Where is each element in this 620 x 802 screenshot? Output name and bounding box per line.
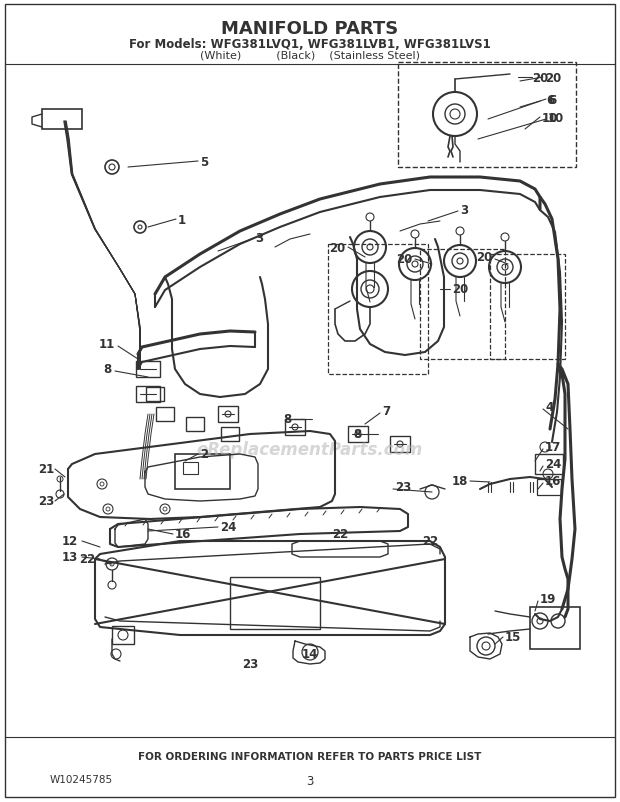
Text: 22: 22 [332, 528, 348, 541]
Text: 8: 8 [284, 413, 292, 426]
Text: 23: 23 [38, 495, 55, 508]
Text: 12: 12 [62, 535, 78, 548]
Bar [112, 626, 134, 644]
Text: 3: 3 [460, 203, 468, 217]
Bar [328, 245, 428, 375]
Text: MANIFOLD PARTS: MANIFOLD PARTS [221, 20, 399, 38]
Text: 20: 20 [476, 251, 492, 264]
Bar [537, 480, 561, 496]
Bar [221, 427, 239, 441]
Bar [348, 427, 368, 443]
Text: 20: 20 [452, 283, 468, 296]
Text: 16: 16 [175, 528, 192, 541]
Text: 10: 10 [542, 111, 558, 124]
Text: 6: 6 [546, 93, 554, 107]
Bar [390, 436, 410, 452]
Text: (White)          (Black)    (Stainless Steel): (White) (Black) (Stainless Steel) [200, 50, 420, 60]
Text: FOR ORDERING INFORMATION REFER TO PARTS PRICE LIST: FOR ORDERING INFORMATION REFER TO PARTS … [138, 751, 482, 761]
Bar [285, 419, 305, 435]
Bar [186, 418, 204, 431]
Text: 8: 8 [104, 363, 112, 376]
Text: 1: 1 [178, 213, 186, 226]
Bar [218, 407, 238, 423]
Text: 7: 7 [382, 405, 390, 418]
Text: 13: 13 [62, 551, 78, 564]
Text: eReplacementParts.com: eReplacementParts.com [197, 440, 423, 459]
Text: 20: 20 [396, 253, 412, 266]
Text: 4: 4 [545, 401, 553, 414]
Text: 5: 5 [200, 156, 208, 168]
Text: 3: 3 [306, 774, 314, 787]
Bar [42, 110, 82, 130]
Text: 19: 19 [540, 593, 556, 606]
Bar [156, 407, 174, 422]
Text: 20: 20 [545, 71, 561, 84]
Text: 20: 20 [532, 71, 548, 84]
Bar [136, 387, 160, 403]
Bar [398, 63, 576, 168]
Text: 21: 21 [38, 463, 55, 476]
Text: 24: 24 [545, 458, 561, 471]
Text: 16: 16 [545, 475, 561, 488]
Text: 6: 6 [548, 93, 556, 107]
Text: 8: 8 [354, 428, 362, 441]
Bar [230, 577, 320, 630]
Bar [420, 249, 505, 359]
Text: 11: 11 [99, 338, 115, 351]
Text: W10245785: W10245785 [50, 774, 113, 784]
Bar [146, 387, 164, 402]
Bar [175, 455, 230, 489]
Text: 20: 20 [329, 241, 345, 254]
Text: 23: 23 [242, 657, 258, 670]
Text: 24: 24 [220, 520, 236, 534]
Bar [530, 607, 580, 649]
Bar [136, 362, 160, 378]
Text: 10: 10 [548, 111, 564, 124]
Text: 22: 22 [79, 553, 95, 565]
Bar [490, 255, 565, 359]
Text: 15: 15 [505, 630, 521, 644]
Text: 2: 2 [200, 448, 208, 461]
Bar [183, 463, 198, 475]
Text: 18: 18 [451, 475, 468, 488]
Text: 22: 22 [422, 535, 438, 548]
Text: 3: 3 [255, 231, 263, 244]
Text: 23: 23 [395, 481, 411, 494]
Text: 17: 17 [545, 441, 561, 454]
Text: 14: 14 [302, 647, 318, 660]
Bar [535, 455, 563, 475]
Text: For Models: WFG381LVQ1, WFG381LVB1, WFG381LVS1: For Models: WFG381LVQ1, WFG381LVB1, WFG3… [129, 38, 491, 51]
